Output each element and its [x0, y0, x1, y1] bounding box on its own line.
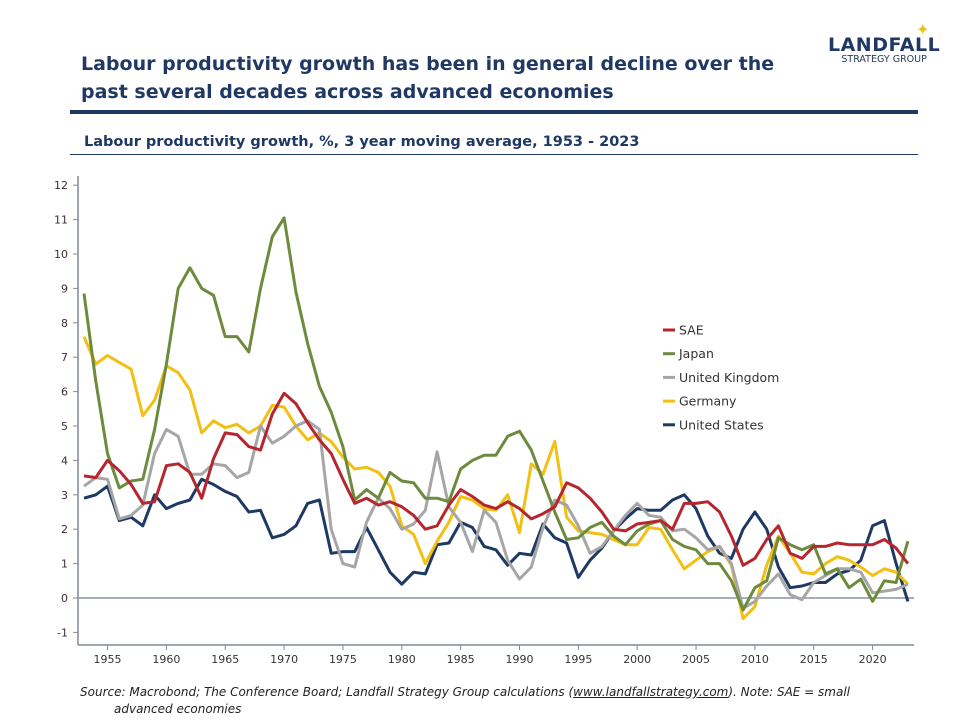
x-tick-label: 2015 [800, 653, 828, 666]
x-tick-label: 1975 [329, 653, 357, 666]
source-prefix: Source: Macrobond; The Conference Board;… [80, 685, 574, 699]
y-tick-label: 11 [54, 214, 68, 227]
x-tick-label: 2020 [859, 653, 887, 666]
y-tick-label: 8 [61, 317, 68, 330]
x-tick-label: 1985 [447, 653, 475, 666]
title-divider [70, 110, 918, 114]
y-tick-label: 12 [54, 179, 68, 192]
chart-title: Labour productivity growth, %, 3 year mo… [84, 134, 640, 150]
landfall-logo: LANDFALL STRATEGY GROUP [828, 34, 940, 65]
x-tick-label: 2010 [741, 653, 769, 666]
x-tick-label: 1980 [388, 653, 416, 666]
x-tick-label: 1955 [94, 653, 122, 666]
y-tick-label: 3 [61, 489, 68, 502]
source-suffix: ). Note: SAE = small [728, 685, 851, 699]
source-note: Source: Macrobond; The Conference Board;… [80, 684, 900, 718]
x-tick-label: 2000 [623, 653, 651, 666]
y-tick-label: 1 [61, 558, 68, 571]
series-line-sae [83, 391, 910, 567]
y-tick-label: 10 [54, 248, 68, 261]
star-icon: ✦ [916, 20, 930, 39]
legend-label: Japan [678, 346, 714, 361]
y-tick-label: 2 [61, 523, 68, 536]
legend-label: Germany [679, 394, 737, 409]
y-tick-label: 9 [61, 282, 68, 295]
y-tick-label: 0 [61, 592, 68, 605]
y-tick-label: -1 [57, 626, 68, 639]
y-tick-label: 6 [61, 386, 68, 399]
x-tick-label: 1970 [270, 653, 298, 666]
logo-name: LANDFALL [828, 34, 941, 56]
logo-tagline: STRATEGY GROUP [841, 54, 927, 65]
x-tick-label: 1960 [152, 653, 180, 666]
legend-label: SAE [679, 323, 704, 338]
y-tick-label: 4 [61, 454, 68, 467]
subtitle-divider [70, 154, 918, 155]
source-line2: advanced economies [114, 702, 242, 716]
legend-label: United Kingdom [679, 370, 779, 385]
y-tick-label: 7 [61, 351, 68, 364]
x-tick-label: 1995 [564, 653, 592, 666]
legend-label: United States [679, 417, 764, 432]
x-tick-label: 2005 [682, 653, 710, 666]
series-line-japan [82, 216, 910, 612]
y-tick-label: 5 [61, 420, 68, 433]
series-line-germany [82, 336, 909, 621]
x-tick-label: 1990 [505, 653, 533, 666]
source-link[interactable]: www.landfallstrategy.com [573, 685, 729, 699]
series-line-united-kingdom [83, 419, 909, 610]
page-title: Labour productivity growth has been in g… [81, 53, 775, 103]
x-tick-label: 1965 [211, 653, 239, 666]
series-line-united-states [83, 477, 910, 602]
